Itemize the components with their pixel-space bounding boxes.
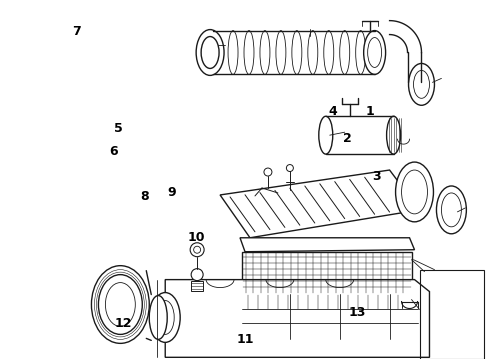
Text: 6: 6 xyxy=(109,145,118,158)
Text: 11: 11 xyxy=(236,333,254,346)
Ellipse shape xyxy=(364,31,386,75)
Ellipse shape xyxy=(395,162,434,222)
Text: 8: 8 xyxy=(141,190,149,203)
Bar xyxy=(242,252,412,293)
Text: 10: 10 xyxy=(187,231,205,244)
Ellipse shape xyxy=(191,269,203,280)
Polygon shape xyxy=(220,170,419,238)
Bar xyxy=(419,270,484,359)
Text: 7: 7 xyxy=(72,25,81,38)
Text: 2: 2 xyxy=(343,132,352,145)
Text: 5: 5 xyxy=(114,122,122,135)
Ellipse shape xyxy=(387,116,400,154)
Polygon shape xyxy=(242,293,417,339)
Text: 9: 9 xyxy=(168,186,176,199)
Ellipse shape xyxy=(319,116,333,154)
Polygon shape xyxy=(165,280,429,357)
Ellipse shape xyxy=(92,266,149,343)
Ellipse shape xyxy=(190,243,204,257)
Ellipse shape xyxy=(196,30,224,75)
Text: 1: 1 xyxy=(365,105,374,118)
Ellipse shape xyxy=(98,275,142,334)
Ellipse shape xyxy=(409,63,435,105)
Ellipse shape xyxy=(201,37,219,68)
Bar xyxy=(191,280,203,291)
Text: 4: 4 xyxy=(329,105,337,118)
Text: 3: 3 xyxy=(372,170,381,183)
Text: 12: 12 xyxy=(114,317,132,330)
Text: 13: 13 xyxy=(349,306,366,319)
Ellipse shape xyxy=(149,296,167,339)
Ellipse shape xyxy=(150,293,180,342)
Polygon shape xyxy=(240,238,415,252)
Ellipse shape xyxy=(437,186,466,234)
